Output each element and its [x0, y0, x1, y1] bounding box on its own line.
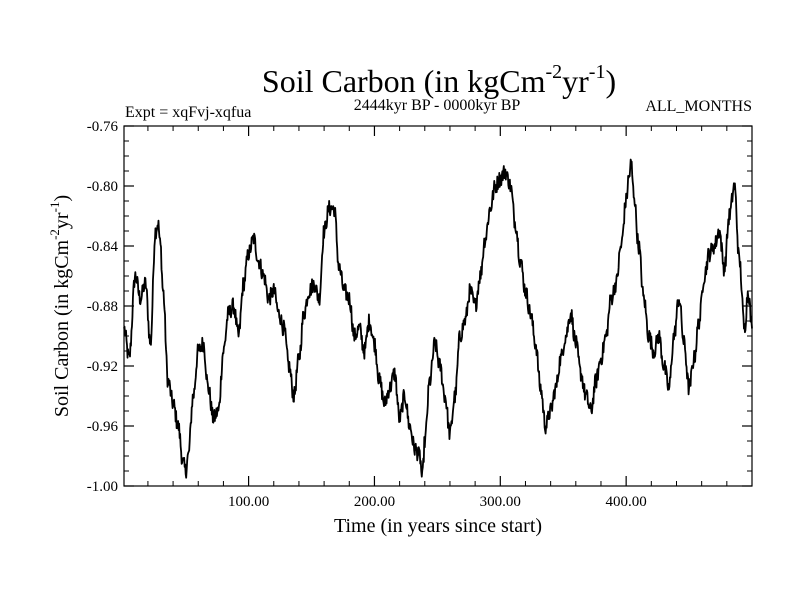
x-tick-label: 300.00 [480, 494, 521, 510]
x-tick-label: 100.00 [228, 494, 269, 510]
x-tick-label: 400.00 [606, 494, 647, 510]
y-tick-label: -0.76 [87, 119, 119, 135]
time-range-label: 2444kyr BP - 0000kyr BP [354, 97, 521, 114]
y-tick-label: -0.84 [87, 239, 119, 255]
y-tick-label: -0.92 [87, 359, 118, 375]
y-axis-label: Soil Carbon (in kgCm-2yr-1) [47, 195, 73, 417]
axis-ticks [124, 125, 752, 487]
chart-title: Soil Carbon (in kgCm-2yr-1) [262, 61, 616, 99]
experiment-label: Expt = xqFvj-xqfua [125, 104, 251, 121]
x-axis-label: Time (in years since start) [334, 515, 542, 537]
y-tick-label: -0.96 [87, 419, 119, 435]
y-tick-label: -0.80 [87, 179, 118, 195]
series-line [123, 158, 753, 479]
x-tick-label: 200.00 [354, 494, 395, 510]
months-label: ALL_MONTHS [645, 98, 752, 115]
plot-frame [123, 125, 753, 487]
axis-tick-labels: -0.76 -0.80 -0.84 -0.88 -0.92 -0.96 -1.00 100.0… [87, 119, 647, 510]
y-tick-label: -1.00 [87, 479, 118, 495]
y-tick-label: -0.88 [87, 299, 118, 315]
